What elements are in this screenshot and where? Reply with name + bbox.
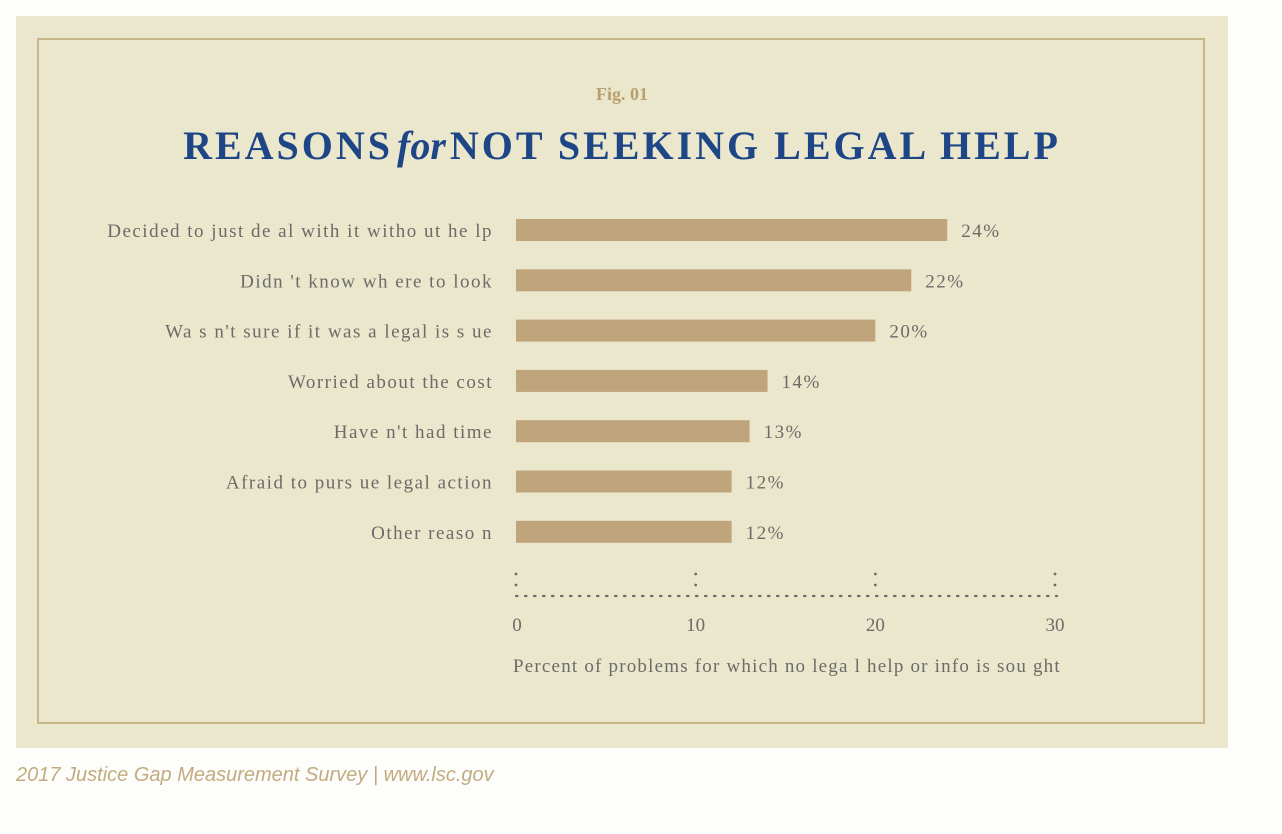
tick-mark — [1053, 583, 1057, 587]
chart-title: REASONS for NOT SEEKING LEGAL HELP — [0, 122, 1244, 169]
data-label: 20% — [889, 322, 928, 343]
category-label: Wa s n't sure if it was a legal is s ue — [165, 322, 493, 343]
bar — [516, 470, 732, 493]
data-label: 24% — [961, 221, 1000, 242]
data-label: 12% — [746, 473, 785, 494]
tick-mark — [514, 572, 518, 576]
bar — [516, 520, 732, 543]
category-label: Decided to just de al with it witho ut h… — [107, 221, 493, 242]
source-caption: 2017 Justice Gap Measurement Survey | ww… — [16, 764, 494, 786]
bar — [516, 369, 768, 392]
tick-mark — [514, 583, 518, 587]
category-label: Didn 't know wh ere to look — [240, 271, 493, 292]
tick-mark — [694, 583, 698, 587]
tick-mark — [873, 572, 877, 576]
data-label: 22% — [925, 271, 964, 292]
title-for: for — [397, 123, 446, 168]
title-part-1: REASONS — [183, 123, 394, 168]
tick-label: 10 — [686, 615, 705, 636]
bar — [516, 420, 750, 443]
tick-label: 20 — [866, 615, 885, 636]
tick-mark — [873, 583, 877, 587]
category-label: Worried about the cost — [288, 372, 493, 393]
tick-mark — [1053, 572, 1057, 576]
tick-label: 30 — [1046, 615, 1065, 636]
x-axis-label: Percent of problems for which no lega l … — [513, 656, 1061, 677]
category-label: Have n't had time — [334, 422, 493, 443]
bar — [516, 269, 912, 292]
category-label: Afraid to purs ue legal action — [226, 473, 493, 494]
data-label: 14% — [782, 372, 821, 393]
title-part-2: NOT SEEKING LEGAL HELP — [449, 123, 1061, 168]
figure-label: Fig. 01 — [596, 84, 648, 104]
tick-label: 0 — [512, 615, 522, 636]
bar — [516, 219, 948, 241]
chart-frame — [37, 38, 1205, 724]
data-label: 12% — [746, 523, 785, 544]
bar — [516, 319, 876, 342]
tick-mark — [694, 572, 698, 576]
category-label: Other reaso n — [371, 523, 493, 544]
data-label: 13% — [764, 422, 803, 443]
